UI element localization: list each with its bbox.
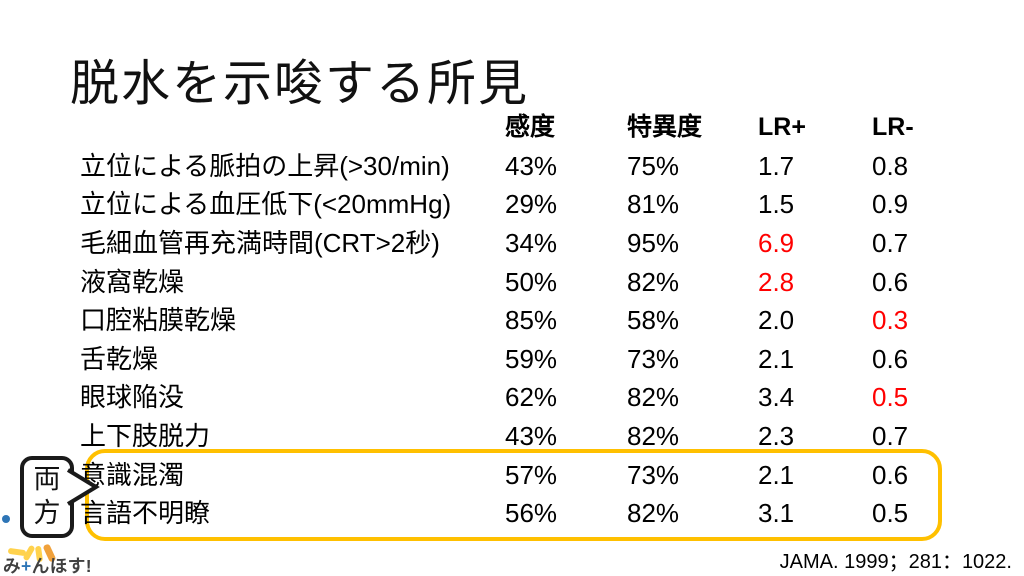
sensitivity-cell: 57% bbox=[505, 459, 558, 490]
specificity-cell: 82% bbox=[627, 382, 680, 413]
table-row: 上下肢脱力 43% 82% 2.3 0.7 bbox=[80, 417, 960, 456]
header-lr-plus: LR+ bbox=[758, 112, 806, 141]
finding-cell: 眼球陥没 bbox=[80, 382, 185, 413]
sensitivity-cell: 62% bbox=[505, 382, 558, 413]
table-row: 口腔粘膜乾燥 85% 58% 2.0 0.3 bbox=[80, 301, 960, 340]
header-specificity: 特異度 bbox=[627, 112, 703, 141]
specificity-cell: 95% bbox=[627, 228, 680, 259]
finding-cell: 口腔粘膜乾燥 bbox=[80, 305, 237, 336]
slide-title: 脱水を示唆する所見 bbox=[70, 57, 530, 111]
logo-part2: んほす! bbox=[31, 556, 93, 576]
sensitivity-cell: 50% bbox=[505, 266, 558, 297]
lr-minus-cell: 0.9 bbox=[872, 189, 909, 220]
sensitivity-cell: 56% bbox=[505, 498, 558, 529]
finding-cell: 毛細血管再充満時間(CRT>2秒) bbox=[80, 228, 440, 259]
lr-minus-cell: 0.6 bbox=[872, 343, 909, 374]
sensitivity-cell: 43% bbox=[505, 421, 558, 452]
lr-minus-cell: 0.5 bbox=[872, 382, 909, 413]
finding-cell: 意識混濁 bbox=[80, 459, 185, 490]
finding-cell: 液窩乾燥 bbox=[80, 266, 185, 297]
table-row: 意識混濁 57% 73% 2.1 0.6 bbox=[80, 455, 960, 494]
table-row: 舌乾燥 59% 73% 2.1 0.6 bbox=[80, 340, 960, 379]
lr-minus-cell: 0.6 bbox=[872, 266, 909, 297]
lr-minus-cell: 0.7 bbox=[872, 228, 909, 259]
lr-minus-cell: 0.7 bbox=[872, 421, 909, 452]
finding-cell: 言語不明瞭 bbox=[80, 498, 211, 529]
table-row: 立位による脈拍の上昇(>30/min) 43% 75% 1.7 0.8 bbox=[80, 147, 960, 186]
sensitivity-cell: 59% bbox=[505, 343, 558, 374]
specificity-cell: 82% bbox=[627, 498, 680, 529]
sensitivity-cell: 29% bbox=[505, 189, 558, 220]
sensitivity-cell: 34% bbox=[505, 228, 558, 259]
citation: JAMA. 1999；281：1022. bbox=[779, 551, 1012, 573]
specificity-cell: 73% bbox=[627, 459, 680, 490]
finding-cell: 立位による脈拍の上昇(>30/min) bbox=[80, 150, 450, 181]
finding-cell: 上下肢脱力 bbox=[80, 421, 211, 452]
lr-plus-cell: 1.7 bbox=[758, 150, 795, 181]
specificity-cell: 58% bbox=[627, 305, 680, 336]
lr-minus-cell: 0.5 bbox=[872, 498, 909, 529]
lr-plus-cell: 1.5 bbox=[758, 189, 795, 220]
table-row: 液窩乾燥 50% 82% 2.8 0.6 bbox=[80, 262, 960, 301]
finding-cell: 舌乾燥 bbox=[80, 343, 159, 374]
lr-minus-cell: 0.6 bbox=[872, 459, 909, 490]
lr-plus-cell: 3.1 bbox=[758, 498, 795, 529]
lr-plus-cell: 6.9 bbox=[758, 228, 795, 259]
finding-cell: 立位による血圧低下(<20mmHg) bbox=[80, 189, 452, 220]
callout-char-1: 両 bbox=[33, 464, 61, 495]
specificity-cell: 81% bbox=[627, 189, 680, 220]
table-row: 言語不明瞭 56% 82% 3.1 0.5 bbox=[80, 494, 960, 533]
table-header-row: 感度 特異度 LR+ LR- bbox=[80, 108, 960, 147]
logo-plus: + bbox=[21, 556, 32, 576]
lr-plus-cell: 2.0 bbox=[758, 305, 795, 336]
lr-plus-cell: 2.1 bbox=[758, 459, 795, 490]
table-row: 眼球陥没 62% 82% 3.4 0.5 bbox=[80, 378, 960, 417]
specificity-cell: 75% bbox=[627, 150, 680, 181]
lr-plus-cell: 3.4 bbox=[758, 382, 795, 413]
header-sensitivity: 感度 bbox=[505, 112, 556, 141]
minhosu-logo: み+んほす! bbox=[3, 553, 92, 576]
lr-minus-cell: 0.8 bbox=[872, 150, 909, 181]
both-callout-bubble: 両 方 bbox=[20, 456, 74, 538]
findings-table: 感度 特異度 LR+ LR- 立位による脈拍の上昇(>30/min) 43% 7… bbox=[80, 108, 960, 533]
specificity-cell: 82% bbox=[627, 421, 680, 452]
table-row: 毛細血管再充満時間(CRT>2秒) 34% 95% 6.9 0.7 bbox=[80, 224, 960, 263]
lr-plus-cell: 2.1 bbox=[758, 343, 795, 374]
both-findings-highlight-box bbox=[85, 449, 942, 541]
header-lr-minus: LR- bbox=[872, 112, 914, 141]
sensitivity-cell: 85% bbox=[505, 305, 558, 336]
specificity-cell: 82% bbox=[627, 266, 680, 297]
callout-char-2: 方 bbox=[33, 498, 61, 528]
lr-plus-cell: 2.3 bbox=[758, 421, 795, 452]
table-row: 立位による血圧低下(<20mmHg) 29% 81% 1.5 0.9 bbox=[80, 185, 960, 224]
table-body: 立位による脈拍の上昇(>30/min) 43% 75% 1.7 0.8 立位によ… bbox=[80, 147, 960, 533]
logo-spark-dot bbox=[2, 515, 10, 523]
specificity-cell: 73% bbox=[627, 343, 680, 374]
logo-part1: み bbox=[3, 556, 21, 576]
callout-tail-pointer bbox=[66, 468, 100, 506]
lr-minus-cell: 0.3 bbox=[872, 305, 909, 336]
lr-plus-cell: 2.8 bbox=[758, 266, 795, 297]
sensitivity-cell: 43% bbox=[505, 150, 558, 181]
